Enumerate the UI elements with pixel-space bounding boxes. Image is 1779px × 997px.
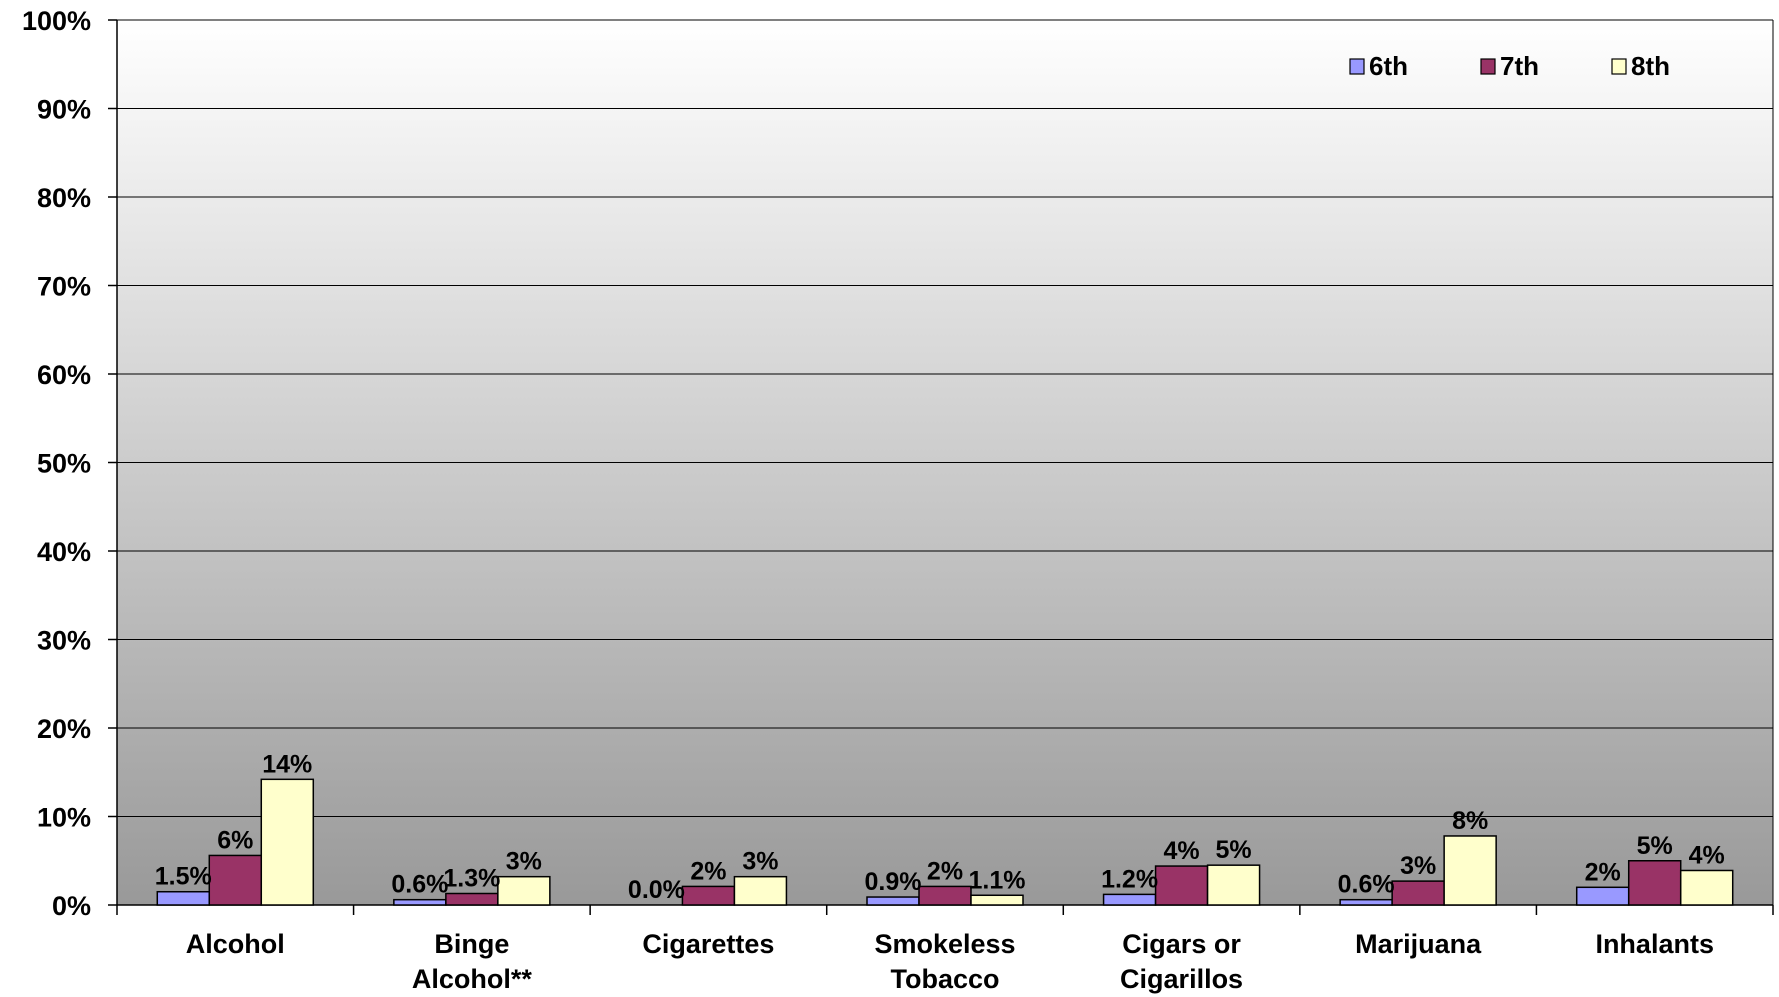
bar-7th [208,854,263,906]
bar-8th [1679,869,1734,906]
y-tick-label: 100% [22,6,91,36]
bar-6th [866,896,920,906]
data-label: 5% [1637,832,1673,860]
category-label: Alcohol [186,929,285,959]
data-label: 0.6% [1338,871,1395,899]
category-label: Marijuana [1355,929,1482,959]
category-label: Cigarettes [642,929,774,959]
data-label: 0.6% [391,871,448,899]
legend-swatch [1611,58,1627,75]
bar-6th [1339,898,1393,906]
y-tick-label: 60% [37,360,91,390]
data-label: 2% [927,857,963,885]
data-label: 5% [1216,836,1252,864]
bar-8th [497,875,551,906]
data-label: 0.9% [865,868,922,896]
bar-8th [733,875,788,906]
data-label: 2% [1585,858,1621,886]
legend: 6th 7th 8th [1349,51,1670,81]
y-tick-label: 80% [37,183,91,213]
data-label: 14% [262,750,312,778]
legend-swatch [1349,58,1365,75]
bar-8th [1443,835,1497,906]
x-axis: Alcohol Binge Alcohol** Cigarettes Smokeless… [116,904,1774,994]
legend-label: 7th [1500,51,1539,81]
bar-7th [445,892,499,906]
data-label: 3% [506,848,542,876]
y-axis: 0% 10% 20% 30% 40% 50% 60% 70% 80% 90% 100% [22,6,1774,921]
bar-6th [156,890,211,906]
data-label: 3% [1400,852,1436,880]
bar-7th [918,885,972,906]
category-label: Binge Alcohol** [412,929,533,994]
bar-7th [1391,880,1445,906]
y-tick-label: 30% [37,626,91,656]
legend-label: 8th [1631,51,1670,81]
bar-8th [260,778,315,906]
data-label: 6% [217,826,253,854]
y-tick-label: 90% [37,95,91,125]
data-label: 3% [742,848,778,876]
y-tick-label: 70% [37,272,91,302]
y-tick-label: 50% [37,449,91,479]
y-tick-label: 20% [37,714,91,744]
category-label: Cigars or Cigarillos [1120,929,1243,994]
category-label: Inhalants [1595,929,1714,959]
data-label: 1.5% [155,863,212,891]
data-label: 0.0% [628,876,685,904]
gridlines [117,19,1773,817]
bar-6th [393,898,447,906]
y-tick-label: 40% [37,537,91,567]
bar-6th [1102,893,1157,906]
bar-8th [970,894,1024,906]
bar-8th [1206,864,1261,906]
bar-7th [1627,860,1682,906]
data-label: 4% [1689,841,1725,869]
legend-swatch [1480,58,1496,75]
data-label: 1.2% [1101,865,1158,893]
bar-6th [1575,886,1630,906]
data-label: 4% [1164,837,1200,865]
bar-7th [681,885,736,906]
data-label: 2% [690,857,726,885]
bars [156,778,1734,906]
data-label: 1.3% [443,864,500,892]
data-labels: 1.5%6%14%0.6%1.3%3%0.0%2% 3%0.9% 2% 1.1% 1.2… [155,750,1725,904]
y-tick-label: 0% [52,891,91,921]
data-label: 1.1% [969,866,1026,894]
category-label: Smokeless Tobacco [874,929,1015,994]
y-tick-label: 10% [37,803,91,833]
data-label: 8% [1452,807,1488,835]
legend-label: 6th [1369,51,1408,81]
bar-7th [1154,865,1209,906]
